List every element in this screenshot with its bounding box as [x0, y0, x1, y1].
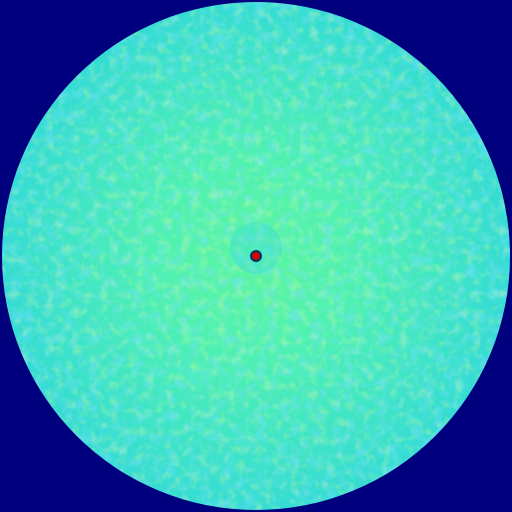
center-peak	[252, 252, 260, 260]
center-halo	[230, 222, 282, 274]
